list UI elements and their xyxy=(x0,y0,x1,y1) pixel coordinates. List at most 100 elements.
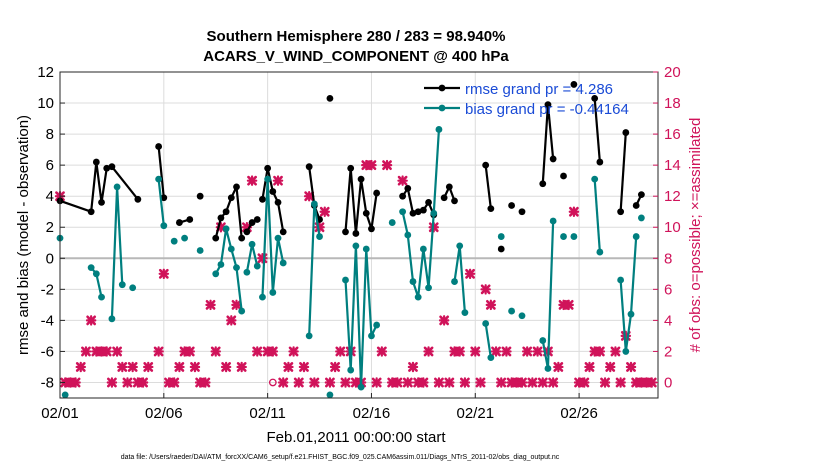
obs-assimilated-marker xyxy=(485,299,497,311)
rmse-series xyxy=(56,81,645,253)
obs-assimilated-marker xyxy=(584,361,595,373)
bias-series-point xyxy=(274,234,282,242)
rmse-series-line xyxy=(484,165,492,209)
bias-series-point xyxy=(259,293,266,301)
x-tick-label: 02/06 xyxy=(145,405,183,422)
rmse-series-point xyxy=(347,164,355,172)
bias-series-point xyxy=(456,242,464,250)
bias-series-point xyxy=(316,233,323,240)
y-right-tick-label: 16 xyxy=(664,126,681,143)
rmse-series-point xyxy=(409,209,417,217)
obs-assimilated-marker xyxy=(392,377,403,388)
obs-assimilated-marker xyxy=(532,346,543,357)
bias-series-point xyxy=(269,289,277,296)
bias-series-point xyxy=(248,240,256,248)
obs-assimilated-marker xyxy=(444,377,455,388)
rmse-series-point xyxy=(404,185,412,192)
obs-count-markers xyxy=(54,159,658,388)
y-right-tick-label: 14 xyxy=(664,157,681,174)
y-left-tick-label: 10 xyxy=(37,95,54,112)
y-left-tick-label: 6 xyxy=(46,157,54,174)
bias-series-point xyxy=(482,320,490,327)
y-right-tick-label: 0 xyxy=(664,374,672,391)
obs-assimilated-marker xyxy=(610,346,621,357)
rmse-series-point xyxy=(248,219,256,226)
rmse-series-point xyxy=(160,194,168,202)
bias-series-point xyxy=(560,233,567,240)
bias-series-line xyxy=(110,185,124,319)
obs-assimilated-marker xyxy=(200,377,211,388)
rmse-series-point xyxy=(305,163,313,171)
obs-assimilated-marker xyxy=(459,377,471,388)
bias-series-point xyxy=(222,225,230,233)
bias-series-line xyxy=(541,220,555,370)
obs-assimilated-marker xyxy=(236,361,247,373)
rmse-series-point xyxy=(253,216,261,223)
obs-assimilated-marker xyxy=(117,361,128,373)
rmse-series-point xyxy=(274,199,282,206)
rmse-series-point xyxy=(134,195,142,203)
bias-series-point xyxy=(451,278,458,285)
bias-series-point xyxy=(217,261,225,268)
obs-assimilated-marker xyxy=(101,346,112,357)
bias-series-point xyxy=(637,214,645,222)
rmse-series-point xyxy=(357,175,365,183)
bias-series-line xyxy=(484,323,492,358)
bias-series-point xyxy=(497,233,505,240)
obs-assimilated-marker xyxy=(423,346,434,357)
obs-assimilated-marker xyxy=(210,346,221,357)
bias-series-point xyxy=(238,307,246,315)
obs-assimilated-marker xyxy=(470,346,481,357)
rmse-series-point xyxy=(352,230,360,237)
bias-series-line xyxy=(593,179,601,253)
rmse-series-point xyxy=(186,216,194,223)
rmse-series-point xyxy=(544,101,552,108)
obs-assimilated-marker xyxy=(174,361,185,373)
bias-series-point xyxy=(461,309,469,317)
rmse-series-point xyxy=(264,164,272,172)
bias-series-point xyxy=(539,337,547,344)
bias-series-point xyxy=(357,383,365,391)
series-layer xyxy=(56,81,645,399)
y-left-tick-label: 2 xyxy=(46,219,54,236)
bias-series-line xyxy=(308,202,321,336)
obs-assimilated-marker xyxy=(319,206,330,217)
rmse-series-point xyxy=(632,202,640,209)
rmse-series-point xyxy=(368,225,375,233)
obs-assimilated-marker xyxy=(75,361,87,373)
rmse-series-point xyxy=(373,189,381,197)
obs-assimilated-marker xyxy=(480,284,491,295)
rmse-series-point xyxy=(103,164,111,172)
bias-series-point xyxy=(87,264,95,271)
bias-series-point xyxy=(518,312,526,320)
y-right-tick-label: 4 xyxy=(664,312,672,329)
rmse-series-point xyxy=(222,208,230,216)
bias-series-point xyxy=(326,391,334,399)
rmse-series-point xyxy=(87,208,95,216)
legend-bias-label: bias grand pr = -0.44164 xyxy=(465,101,629,118)
rmse-series-point xyxy=(440,194,448,202)
rmse-series-point xyxy=(560,172,567,180)
obs-assimilated-marker xyxy=(454,346,465,357)
bias-series-point xyxy=(108,315,116,323)
bias-series-point xyxy=(622,348,630,355)
rmse-series-line xyxy=(214,185,243,239)
bias-series-line xyxy=(401,129,441,299)
obs-assimilated-marker xyxy=(85,315,97,326)
bias-series-point xyxy=(243,268,251,276)
y-right-tick-label: 12 xyxy=(664,188,681,205)
bias-series-point xyxy=(388,219,396,226)
bias-series-point xyxy=(632,233,640,240)
y-left-tick-label: -6 xyxy=(41,343,54,360)
obs-assimilated-marker xyxy=(464,268,476,280)
rmse-series-point xyxy=(326,94,334,102)
obs-assimilated-marker xyxy=(272,175,284,186)
bias-series xyxy=(56,126,645,399)
rmse-series-point xyxy=(269,188,277,195)
obs-assimilated-marker xyxy=(407,361,419,373)
rmse-series-point xyxy=(419,206,427,214)
legend: rmse grand pr = 4.286 bias grand pr = -0… xyxy=(424,81,629,118)
bias-series-point xyxy=(549,217,557,225)
bias-series-point xyxy=(118,281,126,289)
obs-assimilated-marker xyxy=(80,346,92,357)
